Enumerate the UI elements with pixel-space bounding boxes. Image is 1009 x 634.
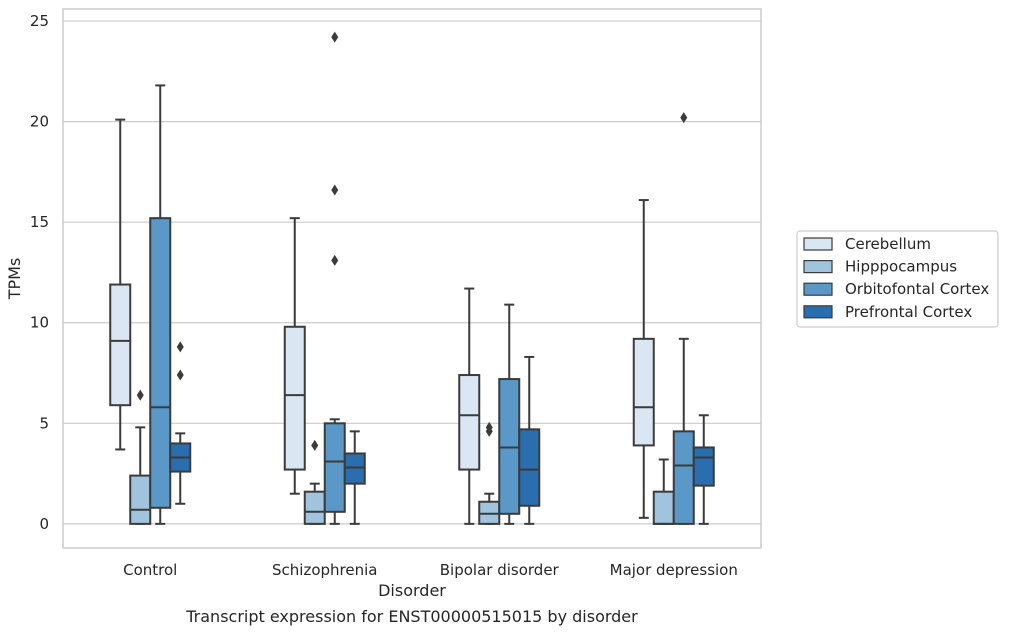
legend: Cerebellum Hipppocampus Orbitofontal Corte… [796, 230, 999, 328]
legend-label: Prefrontal Cortex [845, 303, 972, 321]
box-cerebellum-2 [458, 287, 481, 525]
x-tick-label: Schizophrenia [272, 561, 377, 579]
y-tick-label: 0 [39, 515, 49, 533]
iqr-box [652, 490, 675, 525]
box-orbitofontal-cortex-1 [323, 31, 346, 525]
plot-area-frame [62, 8, 762, 549]
iqr-box [283, 325, 306, 471]
y-tick-label: 20 [30, 113, 49, 131]
x-tick-label: Bipolar disorder [440, 561, 560, 579]
y-tick-label: 10 [30, 314, 49, 332]
box-hipppocampus-0 [129, 389, 152, 525]
y-axis-title: TPMs [5, 258, 24, 301]
outlier-point [680, 112, 688, 124]
grid-lines [63, 20, 761, 525]
outlier-point [331, 254, 339, 266]
iqr-box [343, 452, 366, 485]
box-hipppocampus-1 [303, 439, 326, 525]
iqr-box [458, 374, 481, 471]
box-series [109, 31, 715, 525]
legend-frame [796, 230, 999, 328]
iqr-box [692, 446, 715, 487]
box-orbitofontal-cortex-3 [672, 112, 695, 525]
iqr-box [632, 337, 655, 447]
box-hipppocampus-2 [478, 421, 501, 525]
legend-label: Cerebellum [845, 235, 931, 253]
x-axis-ticks: Control Schizophrenia Bipolar disorder Majo… [123, 561, 738, 579]
legend-label: Orbitofontal Cortex [845, 280, 989, 298]
iqr-box [478, 500, 501, 525]
box-orbitofontal-cortex-0 [149, 84, 172, 525]
outlier-point [176, 341, 184, 353]
iqr-box [323, 422, 346, 513]
iqr-box [109, 283, 132, 407]
y-tick-label: 25 [30, 12, 49, 30]
outlier-point [176, 369, 184, 381]
outlier-point [331, 31, 339, 43]
box-prefrontal-cortex-2 [518, 355, 541, 525]
outlier-point [136, 389, 144, 401]
legend-label: Hipppocampus [845, 258, 957, 276]
legend-swatch [803, 237, 833, 251]
y-axis-ticks: 0 5 10 15 20 25 [30, 12, 49, 533]
box-prefrontal-cortex-1 [343, 430, 366, 525]
x-tick-label: Major depression [610, 561, 738, 579]
x-axis-title: Disorder [378, 581, 446, 600]
legend-swatch [803, 282, 833, 296]
box-prefrontal-cortex-0 [169, 341, 192, 505]
outlier-point [485, 421, 493, 433]
outlier-point [311, 439, 319, 451]
box-cerebellum-3 [632, 199, 655, 519]
iqr-box [672, 430, 695, 525]
box-orbitofontal-cortex-2 [498, 303, 521, 525]
legend-swatch [803, 305, 833, 319]
legend-swatch [803, 260, 833, 274]
iqr-box [129, 474, 152, 525]
box-cerebellum-0 [109, 118, 132, 451]
box-cerebellum-1 [283, 217, 306, 495]
chart-caption: Transcript expression for ENST0000051501… [185, 607, 638, 626]
iqr-box [303, 490, 326, 525]
iqr-box [149, 217, 172, 509]
y-tick-label: 5 [39, 414, 49, 432]
outlier-point [331, 184, 339, 196]
y-tick-label: 15 [30, 213, 49, 231]
x-tick-label: Control [123, 561, 177, 579]
iqr-box [518, 428, 541, 507]
box-prefrontal-cortex-3 [692, 414, 715, 525]
iqr-box [498, 378, 521, 515]
box-hipppocampus-3 [652, 458, 675, 525]
